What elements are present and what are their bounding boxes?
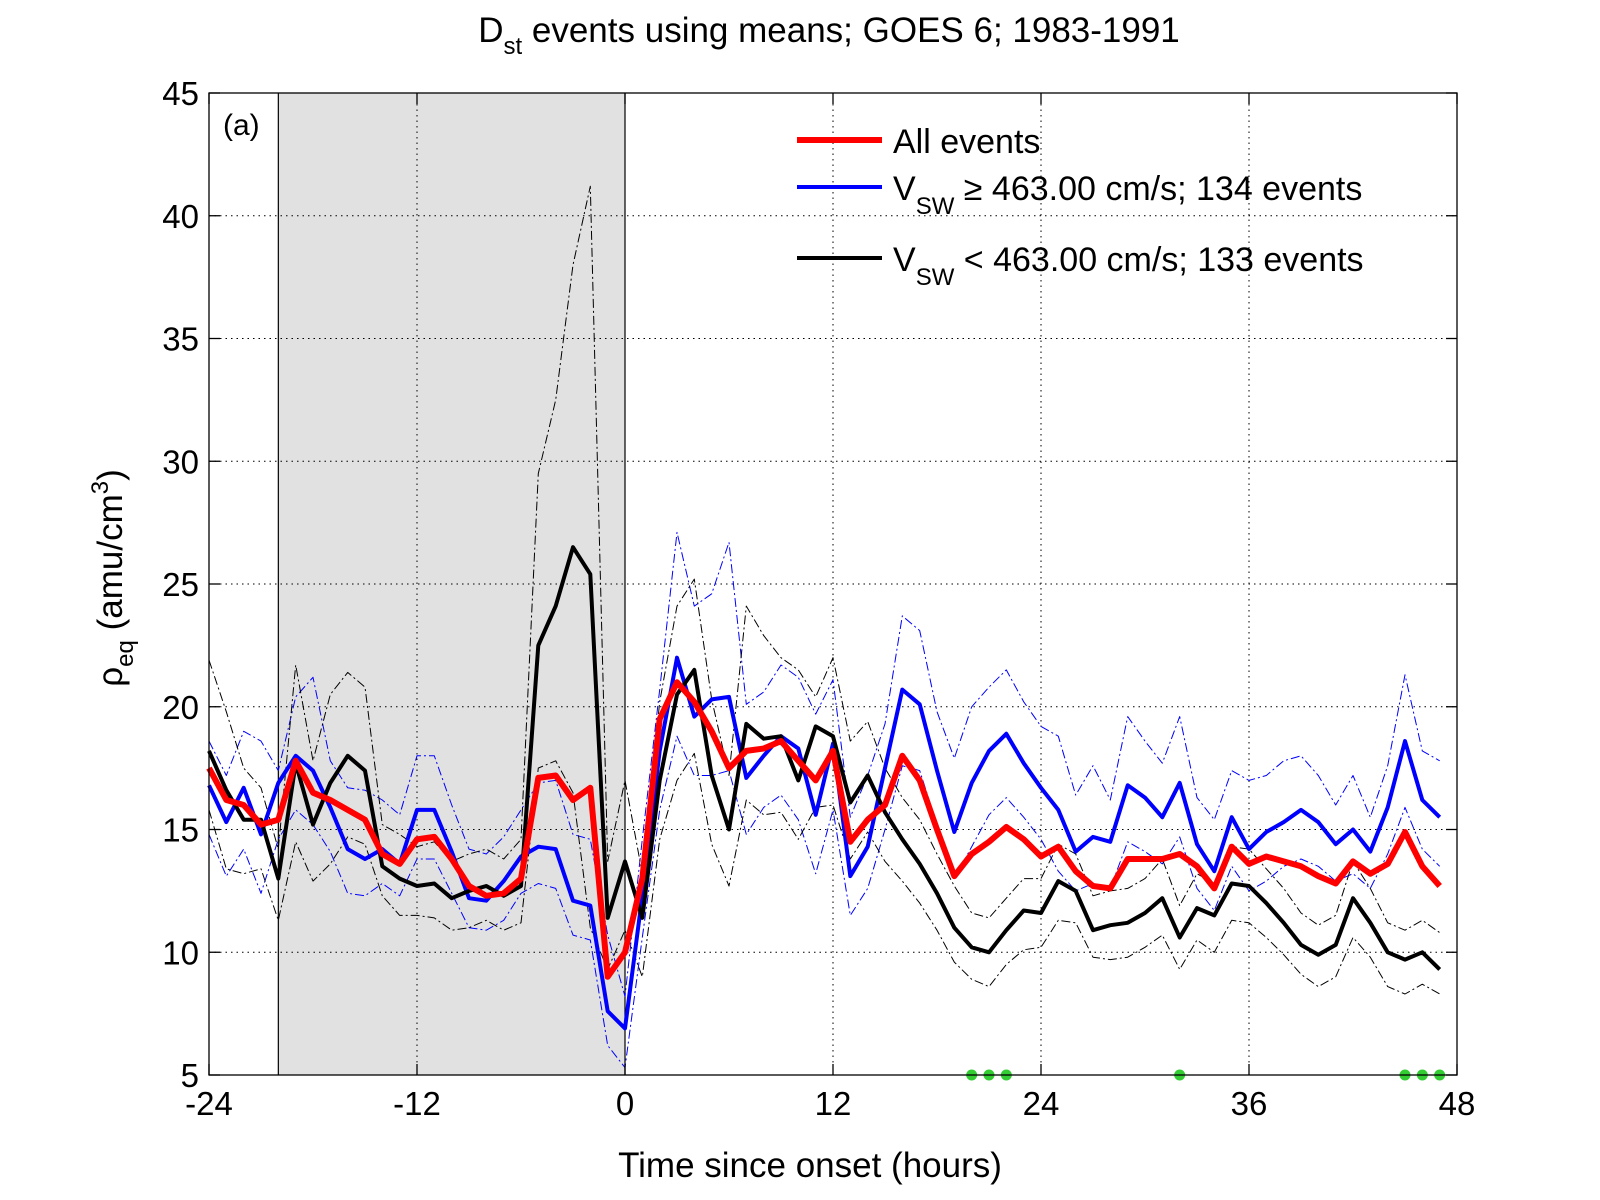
y-tick-label: 10 [162,934,199,971]
series-lines [206,185,1442,1069]
confidence-line [208,752,1440,995]
y-tick-label: 40 [162,198,199,235]
confidence-line [208,531,1440,997]
x-tick-label: -24 [185,1085,233,1122]
y-tick-label: 30 [162,443,199,480]
series-line [207,545,1442,971]
confidence-line [208,185,1440,934]
y-axis-label: ρeq (amu/cm3) [87,469,139,687]
y-tick-label: 25 [162,566,199,603]
y-tick-label: 35 [162,321,199,358]
x-axis-label: Time since onset (hours) [618,1146,1002,1185]
x-tick-label: 24 [1023,1085,1060,1122]
y-tick-label: 15 [162,812,199,849]
series-line [206,679,1442,980]
panel-label: (a) [223,109,260,142]
series-line [207,655,1442,1031]
x-tick-label: 0 [616,1085,634,1122]
x-tick-label: 36 [1231,1085,1268,1122]
x-tick-label: -12 [393,1085,441,1122]
y-tick-label: 45 [162,75,199,112]
legend: All events VSW ≥ 463.00 cm/s; 134 events V… [797,123,1364,291]
y-tick-label: 20 [162,689,199,726]
x-tick-label: 48 [1439,1085,1476,1122]
confidence-line [208,735,1441,1069]
chart-title: Dst events using means; GOES 6; 1983-199… [478,11,1180,60]
x-tick-label: 12 [815,1085,852,1122]
grid [209,93,1457,1075]
legend-entry: VSW ≥ 463.00 cm/s; 134 events [893,170,1362,220]
y-tick-label: 5 [181,1057,199,1094]
legend-entry: All events [893,123,1040,161]
axis-ticks: -24 -12 0 12 24 36 48 5 10 15 20 25 30 35 40 45 [162,75,1475,1122]
legend-entry: VSW < 463.00 cm/s; 133 events [893,241,1364,291]
